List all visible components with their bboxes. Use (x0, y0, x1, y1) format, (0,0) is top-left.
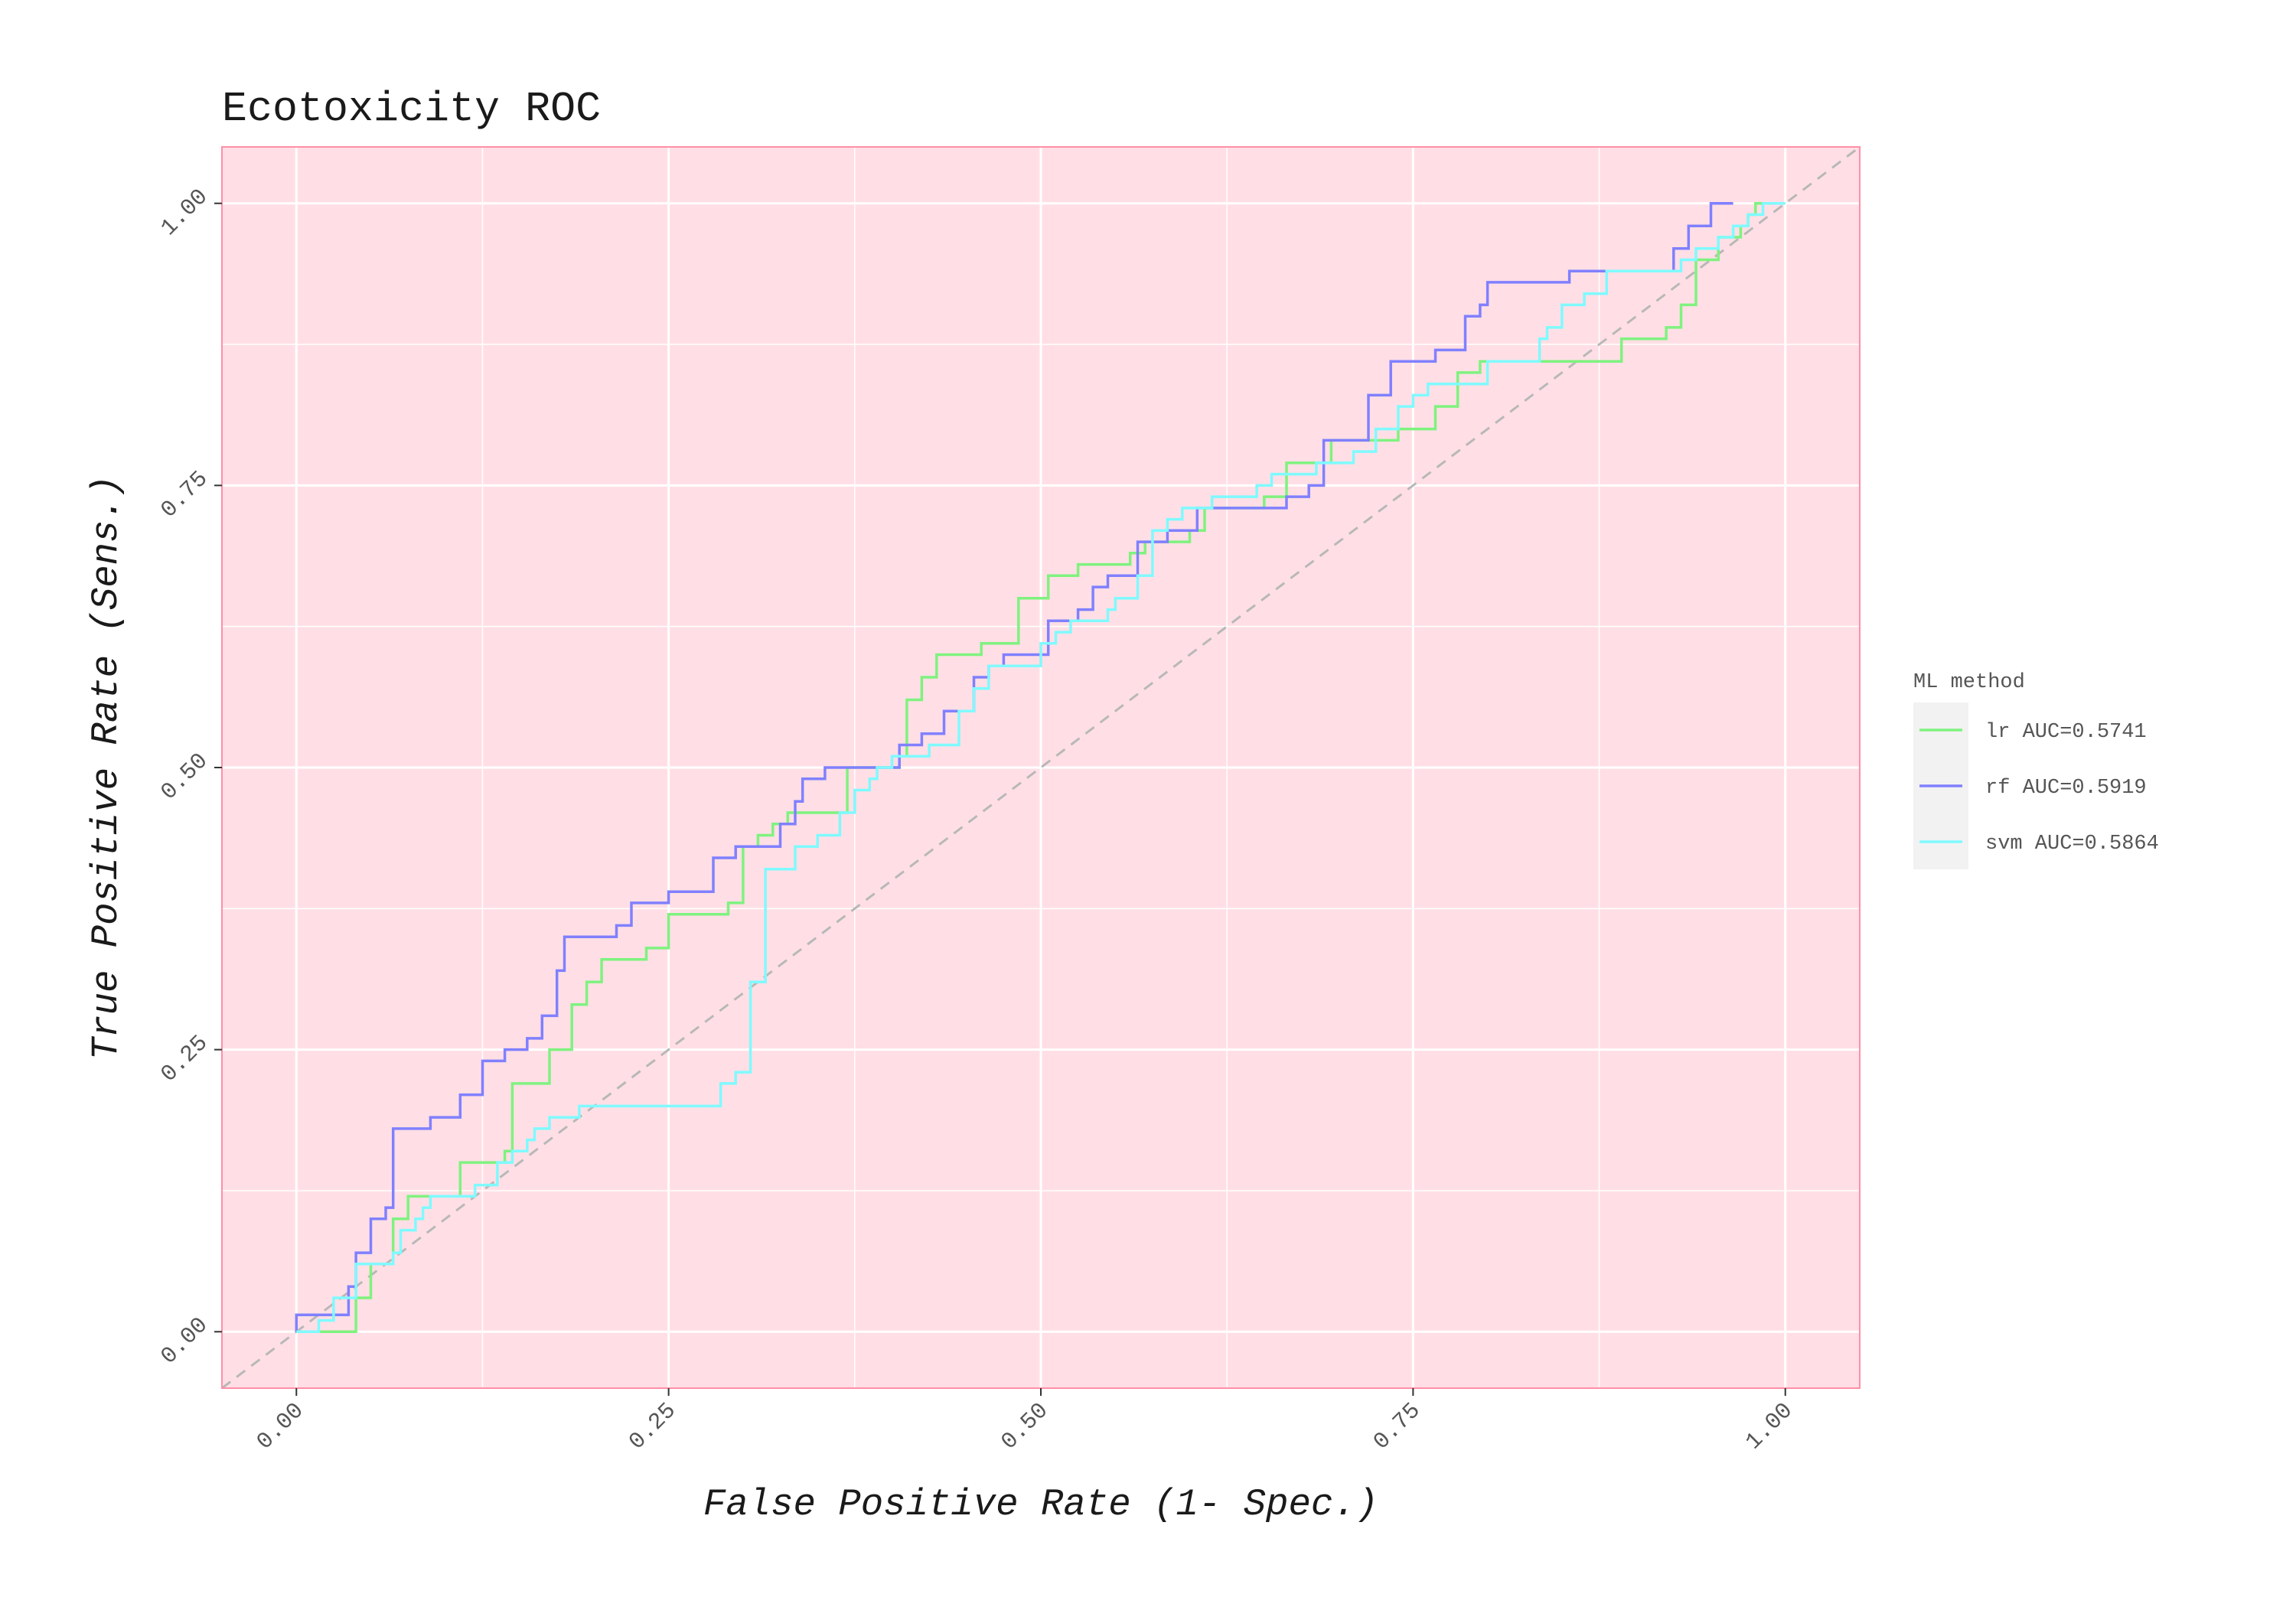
roc-curve-lr (296, 201, 1786, 1334)
legend-label: lr AUC=0.5741 (1985, 721, 2147, 744)
x-axis-title: False Positive Rate (1- Spec.) (703, 1483, 1378, 1526)
x-axis: 0.00 0.25 0.50 0.75 1.00 (252, 1388, 1799, 1455)
y-axis: 0.00 0.25 0.50 0.75 1.00 (156, 184, 222, 1370)
roc-curve-rf (295, 201, 1733, 1332)
y-axis-title: True Positive Rate (Sens.) (85, 475, 128, 1061)
x-tick-label: 0.00 (252, 1398, 309, 1455)
legend-items: lr AUC=0.5741 rf AUC=0.5919 svm AUC=0.5864 (1919, 721, 2159, 856)
y-tick-label: 0.50 (156, 748, 214, 806)
x-tick-label: 1.00 (1741, 1398, 1799, 1455)
legend-label: rf AUC=0.5919 (1985, 777, 2147, 800)
x-tick-label: 0.75 (1368, 1398, 1426, 1455)
legend-title: ML method (1913, 671, 2025, 694)
chart-title: Ecotoxicity ROC (222, 85, 601, 133)
y-tick-label: 0.25 (156, 1031, 214, 1088)
y-tick-label: 0.00 (156, 1312, 214, 1370)
reference-diagonal-line (221, 145, 1861, 1390)
legend: ML method lr AUC=0.5741 rf AUC=0.5919 svm … (1913, 671, 2159, 869)
x-tick-label: 0.25 (625, 1398, 682, 1455)
x-tick-label: 0.50 (996, 1398, 1054, 1455)
y-tick-label: 1.00 (156, 184, 214, 242)
legend-label: svm AUC=0.5864 (1985, 833, 2159, 856)
grid-lines (222, 147, 1860, 1388)
y-tick-label: 0.75 (156, 466, 214, 523)
roc-curves (295, 201, 1786, 1334)
roc-curve-svm (296, 201, 1786, 1334)
